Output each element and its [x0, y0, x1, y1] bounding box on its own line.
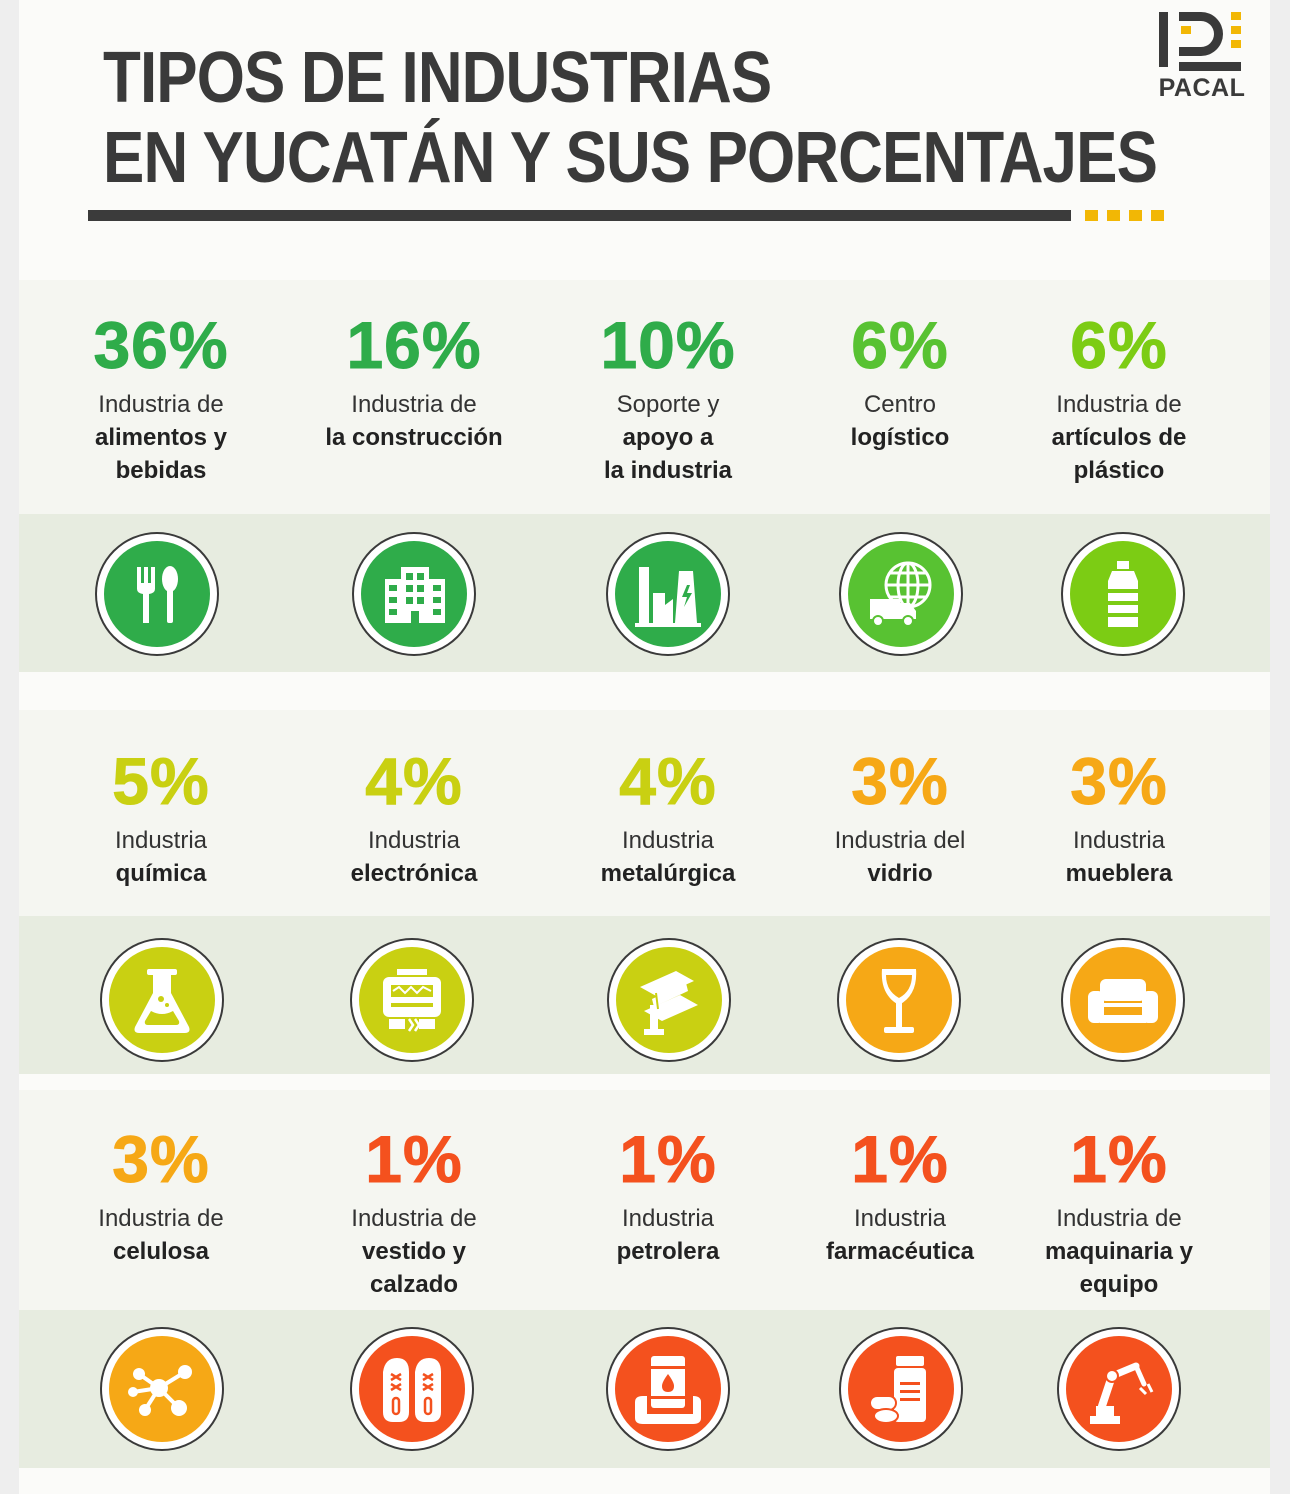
label-normal: Industria [114, 827, 208, 854]
label-normal: Industria del [834, 827, 966, 854]
industry-card-construccion: 16% Industria de la construcción [289, 310, 539, 454]
label-bold: mueblera [1065, 860, 1173, 887]
title-line-2: EN YUCATÁN Y SUS PORCENTAJES [103, 118, 1158, 198]
page-title: TIPOS DE INDUSTRIAS EN YUCATÁN Y SUS POR… [103, 38, 1158, 198]
percent-value: 6% [851, 308, 949, 382]
fork-spoon-icon [97, 534, 217, 654]
percent-value: 1% [851, 1122, 949, 1196]
label-normal: Industria [853, 1205, 947, 1232]
wine-glass-icon [839, 940, 959, 1060]
label-normal: Industria de [98, 391, 224, 418]
percent-value: 5% [112, 744, 210, 818]
label-bold: la industria [603, 457, 733, 484]
percent-value: 36% [93, 308, 229, 382]
title-underline [88, 210, 1071, 221]
globe-truck-icon [841, 534, 961, 654]
label-bold: celulosa [112, 1238, 210, 1265]
label-normal: Industria de [1056, 391, 1182, 418]
label-bold: farmacéutica [825, 1238, 975, 1265]
percent-value: 1% [365, 1122, 463, 1196]
label-bold: maquinaria y [1044, 1238, 1194, 1265]
label-normal: Industria de [98, 1205, 224, 1232]
row-2-label-band [19, 710, 1270, 916]
percent-value: 1% [619, 1122, 717, 1196]
label-bold: calzado [369, 1271, 459, 1298]
percent-value: 3% [851, 744, 949, 818]
flask-icon [102, 940, 222, 1060]
percent-value: 4% [619, 744, 717, 818]
shoes-icon [352, 1329, 472, 1449]
label-normal: Industria [621, 827, 715, 854]
label-bold: alimentos y [94, 424, 228, 451]
industry-card-vestido: 1% Industria de vestido y calzado [289, 1124, 539, 1301]
percent-value: 16% [346, 308, 482, 382]
label-bold: logístico [850, 424, 950, 451]
label-normal: Industria [1072, 827, 1166, 854]
percent-value: 3% [112, 1122, 210, 1196]
industry-card-maquinaria: 1% Industria de maquinaria y equipo [994, 1124, 1244, 1301]
molecule-icon [102, 1329, 222, 1449]
infographic: TIPOS DE INDUSTRIAS EN YUCATÁN Y SUS POR… [19, 0, 1270, 1494]
percent-value: 10% [600, 308, 736, 382]
accent-dots [1085, 210, 1164, 221]
electronic-device-icon [352, 940, 472, 1060]
percent-value: 3% [1070, 744, 1168, 818]
label-bold: la construcción [325, 424, 503, 451]
row-1-label-band [19, 280, 1270, 514]
sofa-icon [1063, 940, 1183, 1060]
industry-card-logistico: 6% Centro logístico [775, 310, 1025, 454]
steel-beam-icon [609, 940, 729, 1060]
label-bold: plástico [1073, 457, 1165, 484]
industry-card-soporte: 10% Soporte y apoyo a la industria [543, 310, 793, 487]
label-normal: Soporte y [616, 391, 720, 418]
factory-icon [608, 534, 728, 654]
plastic-bottle-icon [1063, 534, 1183, 654]
percent-value: 4% [365, 744, 463, 818]
label-normal: Industria de [351, 391, 477, 418]
percent-value: 6% [1070, 308, 1168, 382]
label-bold: metalúrgica [600, 860, 736, 887]
label-normal: Industria de [351, 1205, 477, 1232]
building-icon [354, 534, 474, 654]
label-bold: vestido y [361, 1238, 467, 1265]
industry-card-mueblera: 3% Industria mueblera [994, 746, 1244, 890]
industry-card-electronica: 4% Industria electrónica [289, 746, 539, 890]
label-normal: Industria de [1056, 1205, 1182, 1232]
label-bold: química [115, 860, 207, 887]
industry-card-farmaceutica: 1% Industria farmacéutica [775, 1124, 1025, 1268]
industry-card-celulosa: 3% Industria de celulosa [36, 1124, 286, 1268]
row-3-label-band [19, 1090, 1270, 1310]
percent-value: 1% [1070, 1122, 1168, 1196]
label-bold: apoyo a [622, 424, 714, 451]
industry-card-petrolera: 1% Industria petrolera [543, 1124, 793, 1268]
label-bold: artículos de [1051, 424, 1187, 451]
industry-card-alimentos: 36% Industria de alimentos y bebidas [36, 310, 286, 487]
logo-text: PACAL [1158, 74, 1246, 102]
label-normal: Industria [367, 827, 461, 854]
industry-card-plastico: 6% Industria de artículos de plástico [994, 310, 1244, 487]
oil-barrel-icon [608, 1329, 728, 1449]
label-normal: Industria [621, 1205, 715, 1232]
label-bold: bebidas [115, 457, 207, 484]
industry-card-metalurgica: 4% Industria metalúrgica [543, 746, 793, 890]
label-bold: petrolera [616, 1238, 720, 1265]
label-bold: vidrio [867, 860, 933, 887]
robot-arm-icon [1059, 1329, 1179, 1449]
pills-icon [841, 1329, 961, 1449]
industry-card-vidrio: 3% Industria del vidrio [775, 746, 1025, 890]
industry-card-quimica: 5% Industria química [36, 746, 286, 890]
title-line-1: TIPOS DE INDUSTRIAS [103, 38, 772, 118]
label-bold: equipo [1079, 1271, 1159, 1298]
label-normal: Centro [863, 391, 937, 418]
pacal-logo-icon [1159, 12, 1241, 71]
label-bold: electrónica [350, 860, 478, 887]
